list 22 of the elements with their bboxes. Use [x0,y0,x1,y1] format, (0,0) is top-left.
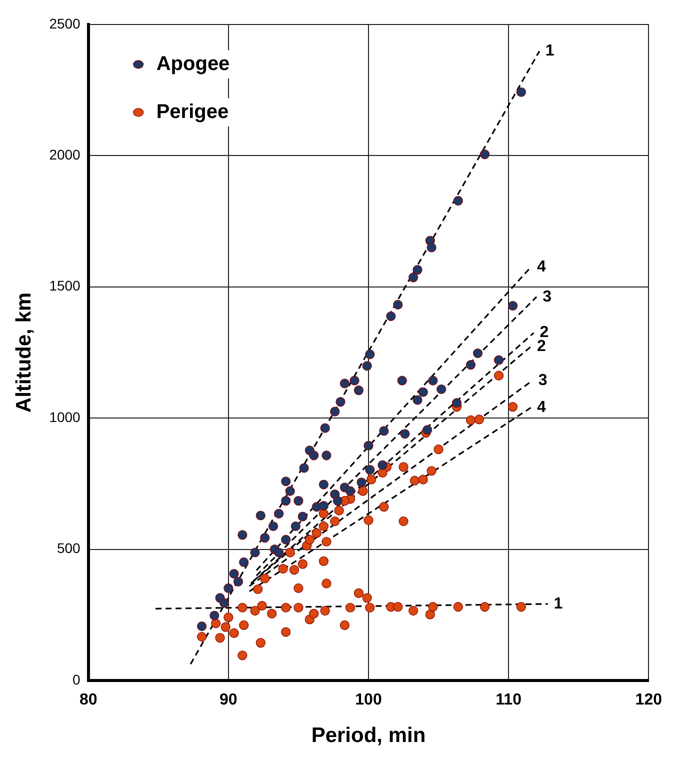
y-tick-label: 2500 [49,15,81,32]
x-tick-label: 110 [496,692,522,709]
x-tick-label: 120 [635,692,662,709]
x-tick-label: 80 [79,692,98,709]
series-label: 3 [538,372,548,389]
series-label: 3 [542,288,552,306]
y-axis-title: Altitude, km [12,292,36,413]
y-tick-label: 1000 [49,408,81,425]
legend-label: Perigee [156,100,229,123]
y-tick-label: 2000 [49,146,81,162]
series-label: 1 [545,42,554,60]
y-tick-label: 500 [56,540,81,556]
y-tick-label: 1500 [49,278,81,294]
series-label: 2 [536,338,546,355]
series-label: 4 [536,258,546,276]
x-tick-label: 100 [355,692,382,709]
x-axis-title: Period, min [311,724,426,748]
series-label: 1 [554,595,563,612]
legend-label: Apogee [156,52,230,75]
series-label: 4 [536,399,546,416]
y-tick-label: 0 [72,671,81,688]
x-tick-label: 90 [220,692,238,709]
